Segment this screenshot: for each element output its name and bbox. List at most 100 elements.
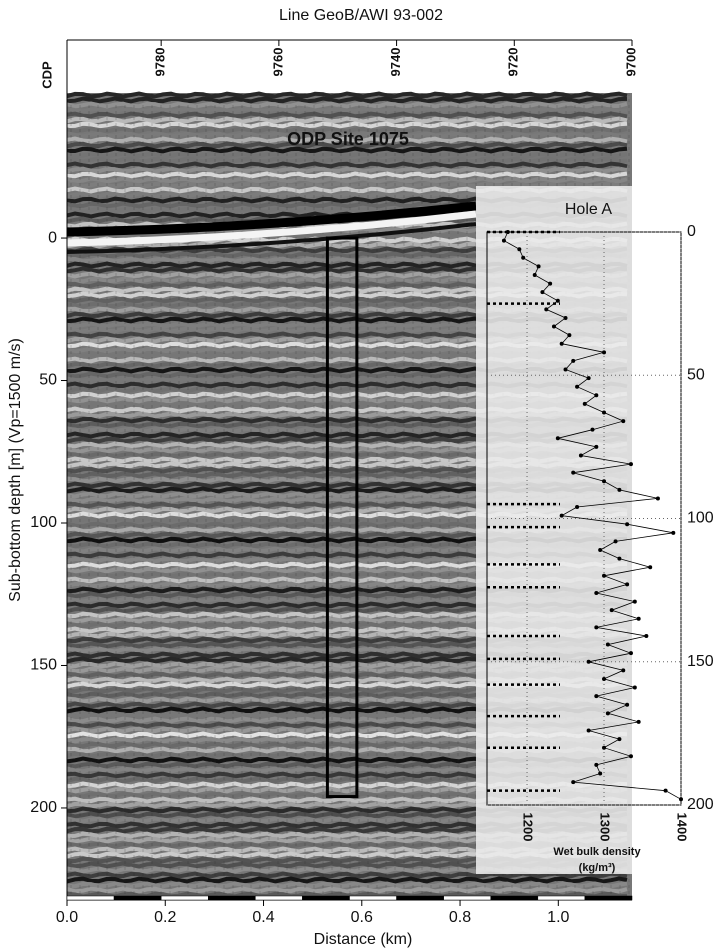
density-point [555, 298, 560, 303]
scale-bar [255, 895, 303, 901]
density-point [559, 341, 564, 346]
density-point [571, 358, 576, 363]
density-point [594, 762, 599, 767]
seafloor-reflector [66, 210, 477, 247]
seismic-band [66, 91, 628, 99]
x-tick-label: 1200 [521, 813, 536, 842]
scale-bar [66, 895, 115, 901]
y-tick-label: 100 [687, 510, 714, 527]
seismic-band [66, 161, 628, 169]
density-point [501, 238, 506, 243]
seismic-band [66, 101, 628, 109]
seafloor-reflector [66, 201, 477, 237]
scale-bar [537, 895, 586, 901]
density-point [621, 419, 626, 424]
density-point [598, 548, 603, 553]
x-axis-unit: (kg/m³) [579, 862, 616, 874]
density-point [617, 487, 622, 492]
density-point [544, 307, 549, 312]
density-point [536, 264, 541, 269]
density-point [602, 350, 607, 355]
density-point [605, 642, 610, 647]
density-point [671, 530, 676, 535]
density-point [617, 737, 622, 742]
y-tick-label: 200 [30, 799, 57, 816]
density-point [521, 255, 526, 260]
density-point [632, 685, 637, 690]
x-tick-label: 0.8 [449, 909, 471, 926]
density-point [563, 367, 568, 372]
density-point [532, 272, 537, 277]
density-point [636, 719, 641, 724]
x-tick-label: 0.0 [56, 909, 78, 926]
density-point [594, 625, 599, 630]
scale-bar [443, 895, 491, 901]
seismic-band [66, 126, 628, 134]
seismic-band [66, 131, 628, 139]
seafloor-reflector [66, 222, 477, 254]
x-tick-label: 0.2 [154, 909, 176, 926]
density-point [555, 436, 560, 441]
site-box [325, 236, 359, 799]
density-point [590, 427, 595, 432]
x-tick-label: 1.0 [547, 909, 569, 926]
density-point [644, 633, 649, 638]
density-point [648, 565, 653, 570]
x2-tick-label: 9780 [153, 48, 168, 77]
density-point [602, 676, 607, 681]
y-tick-label: 100 [30, 514, 57, 531]
scale-bar [208, 895, 256, 901]
seismic-band [66, 176, 628, 184]
density-point [621, 668, 626, 673]
x2-tick-label: 9720 [506, 48, 521, 77]
density-point [571, 780, 576, 785]
y-tick-label: 150 [30, 657, 57, 674]
seismic-band [66, 166, 628, 174]
density-point [582, 401, 587, 406]
scale-bar [396, 895, 444, 901]
density-point [602, 573, 607, 578]
density-point [517, 247, 522, 252]
y-tick-label: 50 [687, 366, 705, 383]
density-point [567, 333, 572, 338]
density-point [586, 376, 591, 381]
density-point [602, 479, 607, 484]
x-axis-label: Distance (km) [314, 931, 413, 948]
density-point [613, 539, 618, 544]
x2-tick-label: 9740 [388, 48, 403, 77]
density-point [594, 694, 599, 699]
chart-title: Line GeoB/AWI 93-002 [279, 7, 443, 24]
scale-bar [349, 895, 397, 901]
seismic-band [67, 146, 628, 154]
x2-axis-label: CDP [39, 61, 54, 89]
seismic-band [66, 881, 628, 889]
seismic-band [66, 136, 628, 144]
seismic-band [66, 141, 628, 149]
density-point [636, 616, 641, 621]
site-annotation: ODP Site 1075 [287, 129, 409, 149]
density-point [559, 513, 564, 518]
density-point [571, 470, 576, 475]
seismic-band [66, 876, 628, 884]
density-point [605, 711, 610, 716]
seismic-band [66, 106, 628, 114]
y-tick-label: 150 [687, 653, 714, 670]
y-tick-label: 200 [687, 796, 714, 813]
density-point [602, 410, 607, 415]
x2-tick-label: 9760 [270, 48, 285, 77]
x-tick-label: 0.4 [252, 909, 274, 926]
x-tick-label: 1300 [598, 813, 613, 842]
density-point [505, 230, 510, 234]
seismic-band [66, 121, 628, 129]
density-point [540, 290, 545, 295]
seismic-band [66, 871, 628, 879]
density-point [594, 444, 599, 449]
density-point [628, 754, 633, 759]
scale-bar [160, 895, 209, 901]
inset-panel [476, 186, 632, 874]
scale-bar [302, 895, 350, 901]
seismic-band [66, 886, 628, 894]
scale-bar [113, 895, 162, 901]
y-tick-label: 50 [39, 372, 57, 389]
